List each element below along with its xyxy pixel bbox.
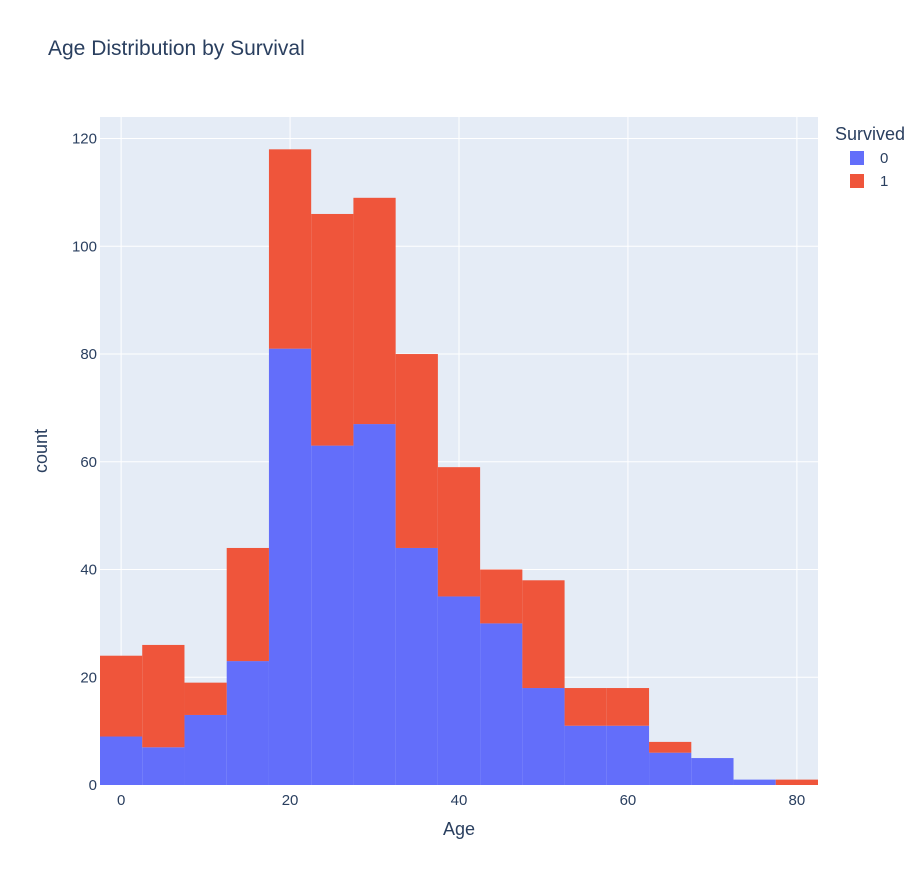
bar-survived-1[interactable] bbox=[437, 467, 481, 597]
bar-survived-0[interactable] bbox=[311, 445, 354, 785]
y-tick-label: 120 bbox=[72, 131, 97, 148]
bar-survived-1[interactable] bbox=[480, 569, 523, 624]
y-tick-label: 80 bbox=[80, 346, 97, 363]
bar-survived-1[interactable] bbox=[606, 688, 650, 726]
bar-survived-1[interactable] bbox=[522, 580, 565, 689]
bars-layer bbox=[100, 149, 818, 785]
bar-survived-1[interactable] bbox=[268, 149, 312, 349]
bar-survived-0[interactable] bbox=[184, 714, 227, 785]
y-tick-label: 100 bbox=[72, 238, 97, 255]
y-tick-label: 40 bbox=[80, 562, 97, 579]
y-tick-label: 20 bbox=[80, 669, 97, 686]
legend[interactable]: Survived 01 bbox=[835, 124, 905, 190]
legend-label-1[interactable]: 1 bbox=[880, 173, 888, 190]
bar-survived-1[interactable] bbox=[311, 213, 354, 446]
x-tick-label: 60 bbox=[620, 792, 637, 809]
bar-survived-0[interactable] bbox=[649, 752, 692, 785]
y-tick-labels: 0 20 40 60 80 100 120 bbox=[72, 131, 97, 794]
bar-survived-0[interactable] bbox=[226, 661, 269, 785]
bar-survived-0[interactable] bbox=[353, 424, 396, 785]
bar-survived-0[interactable] bbox=[564, 725, 607, 785]
bar-survived-1[interactable] bbox=[100, 655, 143, 737]
legend-swatch-0[interactable] bbox=[850, 151, 864, 165]
bar-survived-1[interactable] bbox=[395, 354, 438, 548]
y-tick-label: 60 bbox=[80, 454, 97, 471]
legend-swatch-1[interactable] bbox=[850, 174, 864, 188]
bar-survived-0[interactable] bbox=[395, 547, 438, 785]
x-tick-label: 20 bbox=[282, 792, 299, 809]
bar-survived-0[interactable] bbox=[522, 688, 565, 785]
bar-survived-1[interactable] bbox=[226, 547, 269, 662]
bar-survived-0[interactable] bbox=[268, 348, 312, 785]
bar-survived-1[interactable] bbox=[775, 779, 818, 785]
x-tick-label: 0 bbox=[117, 792, 125, 809]
bar-survived-0[interactable] bbox=[733, 779, 776, 785]
y-tick-label: 0 bbox=[89, 777, 97, 794]
bar-survived-0[interactable] bbox=[142, 747, 185, 785]
legend-title: Survived bbox=[835, 124, 905, 144]
bar-survived-0[interactable] bbox=[691, 758, 734, 785]
x-tick-labels: 0 20 40 60 80 bbox=[117, 792, 805, 809]
legend-items: 01 bbox=[850, 150, 888, 190]
x-tick-label: 80 bbox=[789, 792, 806, 809]
x-axis-title: Age bbox=[443, 819, 475, 839]
bar-survived-1[interactable] bbox=[142, 644, 185, 748]
bar-survived-1[interactable] bbox=[564, 688, 607, 726]
legend-label-0[interactable]: 0 bbox=[880, 150, 888, 167]
x-tick-label: 40 bbox=[451, 792, 468, 809]
bar-survived-0[interactable] bbox=[100, 736, 143, 785]
chart-title: Age Distribution by Survival bbox=[48, 37, 305, 60]
bar-survived-0[interactable] bbox=[606, 725, 650, 785]
bar-survived-1[interactable] bbox=[184, 682, 227, 715]
bar-survived-0[interactable] bbox=[480, 623, 523, 785]
y-axis-title: count bbox=[31, 429, 51, 473]
bar-survived-1[interactable] bbox=[649, 741, 692, 753]
bar-survived-1[interactable] bbox=[353, 197, 396, 425]
bar-survived-0[interactable] bbox=[437, 596, 481, 785]
